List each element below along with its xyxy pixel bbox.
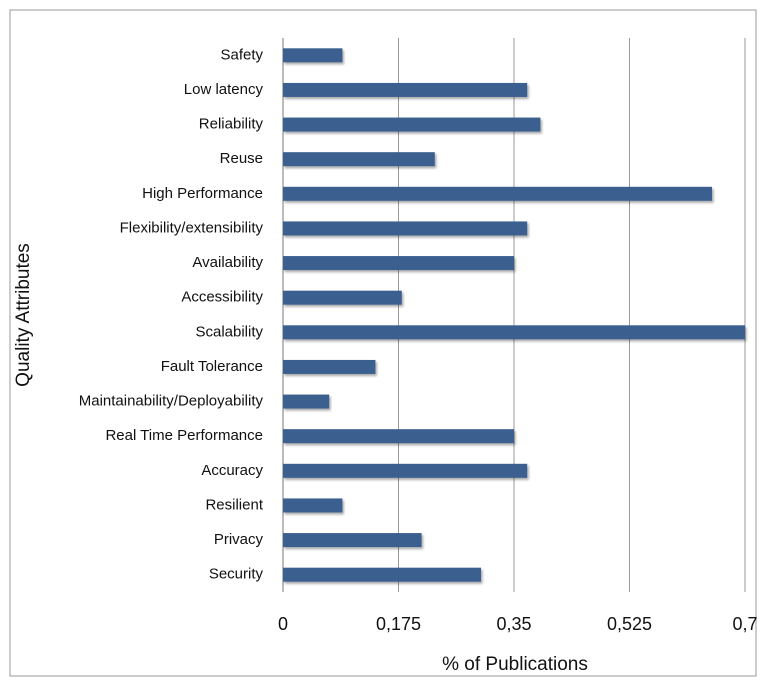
bar [283,117,541,132]
y-tick-label: Low latency [184,81,264,98]
bar [283,498,343,513]
y-axis-title: Quality Attributes [13,243,34,387]
y-tick-label: Security [209,566,264,583]
y-tick-label: Accuracy [201,462,263,479]
y-tick-label: Maintainability/Deployability [79,393,264,410]
bar [283,290,402,305]
bar [283,567,481,582]
bar [283,325,745,340]
bar [283,533,422,548]
y-tick-label: Accessibility [181,289,263,306]
y-tick-label: Reuse [220,150,263,167]
x-tick-label: 0,7 [732,614,757,634]
bar [283,82,528,97]
bar [283,394,330,409]
y-tick-label: Safety [220,46,263,63]
y-tick-label: Privacy [214,531,264,548]
x-tick-label: 0,525 [607,614,652,634]
bar [283,256,514,271]
y-tick-label: Reliability [199,116,264,133]
bar [283,48,343,63]
x-tick-label: 0,35 [496,614,531,634]
x-tick-label: 0 [278,614,288,634]
bar [283,221,528,236]
bar [283,152,435,167]
bar [283,429,514,444]
y-tick-label: Fault Tolerance [161,358,263,375]
x-axis-title: % of Publications [442,654,588,675]
y-tick-label: High Performance [142,185,263,202]
frame [9,9,757,677]
bar [283,463,528,478]
y-tick-label: Real Time Performance [105,427,263,444]
y-tick-label: Resilient [205,496,263,513]
bar [283,186,712,201]
y-tick-label: Scalability [195,323,263,340]
x-tick-label: 0,175 [376,614,421,634]
y-tick-label: Availability [192,254,263,271]
y-tick-label: Flexibility/extensibility [120,219,264,236]
bar [283,359,376,374]
